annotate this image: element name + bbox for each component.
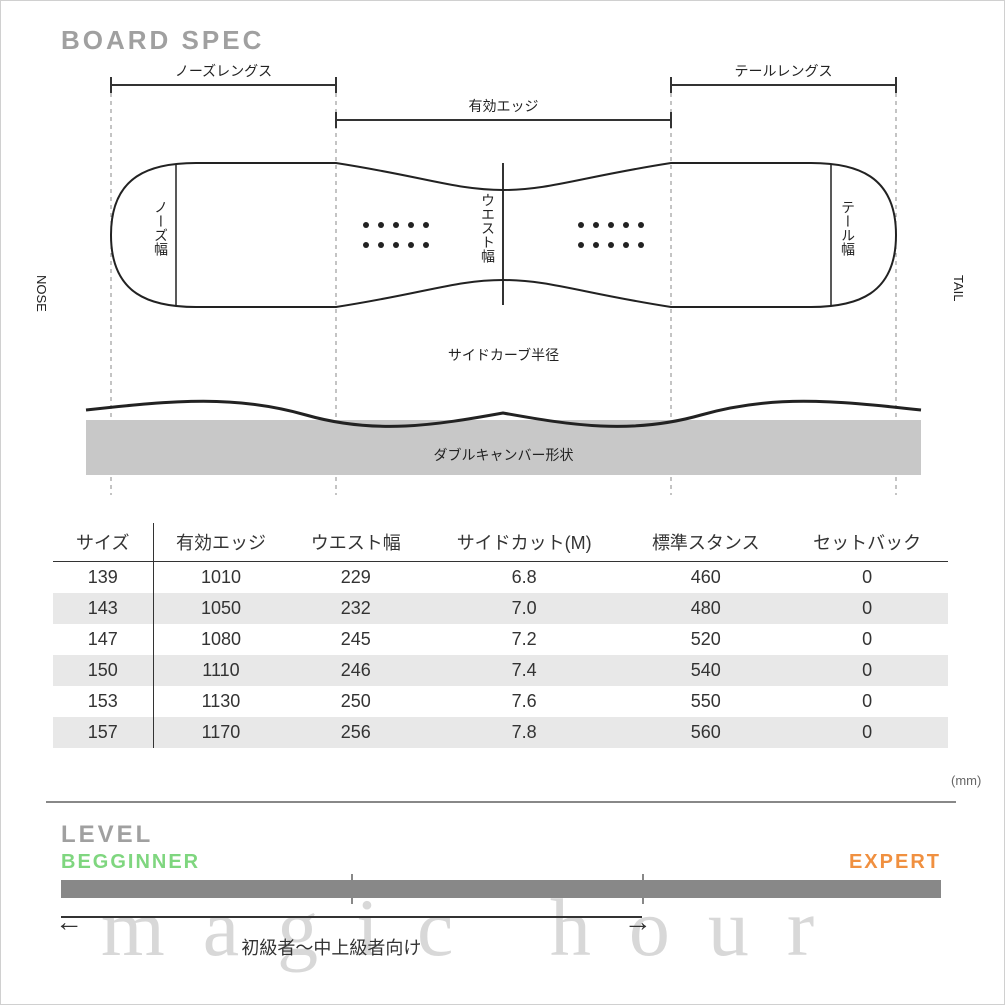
cell: 147 xyxy=(53,624,153,655)
table-header-row: サイズ 有効エッジ ウエスト幅 サイドカット(M) 標準スタンス セットバック xyxy=(53,523,948,562)
cell: 480 xyxy=(625,593,786,624)
tail-length-label: テールレングス xyxy=(671,61,896,81)
cell: 460 xyxy=(625,562,786,594)
cell: 0 xyxy=(786,593,948,624)
cell: 1170 xyxy=(153,717,288,748)
cell: 520 xyxy=(625,624,786,655)
cell: 550 xyxy=(625,686,786,717)
range-arrow-left: ← xyxy=(55,906,83,938)
col-sidecut: サイドカット(M) xyxy=(423,523,625,562)
effective-edge-label: 有効エッジ xyxy=(336,96,671,116)
cell: 7.2 xyxy=(423,624,625,655)
cell: 0 xyxy=(786,686,948,717)
cell: 540 xyxy=(625,655,786,686)
board-diagram: BOARD SPEC xyxy=(56,25,951,510)
col-setback: セットバック xyxy=(786,523,948,562)
cell: 245 xyxy=(288,624,423,655)
cell: 1050 xyxy=(153,593,288,624)
level-range: ← → 初級者～中上級者向け xyxy=(61,902,941,942)
cell: 139 xyxy=(53,562,153,594)
cell: 1110 xyxy=(153,655,288,686)
cell: 150 xyxy=(53,655,153,686)
table-row: 15011102467.45400 xyxy=(53,655,948,686)
nose-label: NOSE xyxy=(34,275,49,312)
table-row: 13910102296.84600 xyxy=(53,562,948,594)
range-line xyxy=(61,916,642,918)
cell: 256 xyxy=(288,717,423,748)
col-size: サイズ xyxy=(53,523,153,562)
range-arrow-right: → xyxy=(624,906,652,938)
cell: 560 xyxy=(625,717,786,748)
nose-width-label: ノーズ幅 xyxy=(151,200,171,256)
cell: 250 xyxy=(288,686,423,717)
unit-label: (mm) xyxy=(951,773,981,788)
cell: 153 xyxy=(53,686,153,717)
nose-length-label: ノーズレングス xyxy=(111,61,336,81)
level-title: LEVEL xyxy=(61,821,941,849)
table-row: 15311302507.65500 xyxy=(53,686,948,717)
cell: 7.0 xyxy=(423,593,625,624)
cell: 246 xyxy=(288,655,423,686)
expert-label: EXPERT xyxy=(849,851,941,874)
col-stance: 標準スタンス xyxy=(625,523,786,562)
separator xyxy=(46,801,956,803)
sidecut-label: サイドカーブ半径 xyxy=(336,345,671,365)
table-row: 14310502327.04800 xyxy=(53,593,948,624)
cell: 7.4 xyxy=(423,655,625,686)
level-bar xyxy=(61,880,941,898)
level-section: LEVEL BEGGINNER EXPERT ← → 初級者～中上級者向け xyxy=(61,821,941,942)
cell: 7.6 xyxy=(423,686,625,717)
col-edge: 有効エッジ xyxy=(153,523,288,562)
camber-label: ダブルキャンバー形状 xyxy=(336,445,671,465)
cell: 0 xyxy=(786,717,948,748)
cell: 232 xyxy=(288,593,423,624)
tail-width-label: テール幅 xyxy=(838,200,858,256)
cell: 6.8 xyxy=(423,562,625,594)
waist-width-label: ウエスト幅 xyxy=(478,193,498,263)
cell: 0 xyxy=(786,655,948,686)
cell: 1010 xyxy=(153,562,288,594)
cell: 0 xyxy=(786,624,948,655)
cell: 229 xyxy=(288,562,423,594)
table-row: 14710802457.25200 xyxy=(53,624,948,655)
cell: 0 xyxy=(786,562,948,594)
cell: 7.8 xyxy=(423,717,625,748)
beginner-label: BEGGINNER xyxy=(61,851,200,874)
col-waist: ウエスト幅 xyxy=(288,523,423,562)
range-label: 初級者～中上級者向け xyxy=(241,934,421,960)
table-row: 15711702567.85600 xyxy=(53,717,948,748)
cell: 157 xyxy=(53,717,153,748)
cell: 1130 xyxy=(153,686,288,717)
cell: 1080 xyxy=(153,624,288,655)
spec-table: サイズ 有効エッジ ウエスト幅 サイドカット(M) 標準スタンス セットバック … xyxy=(53,523,948,748)
cell: 143 xyxy=(53,593,153,624)
tail-label: TAIL xyxy=(951,275,966,302)
